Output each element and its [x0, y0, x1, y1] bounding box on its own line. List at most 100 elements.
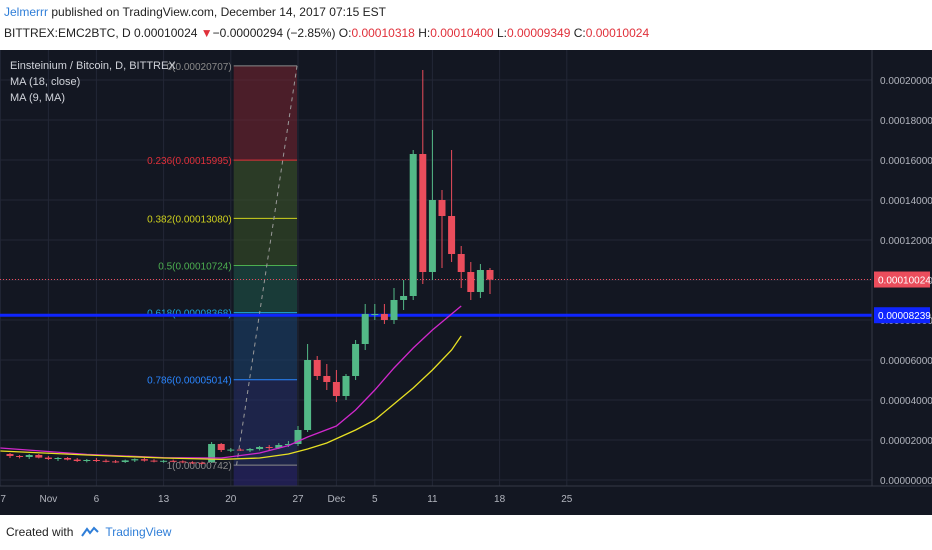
candle[interactable]: [217, 444, 225, 450]
x-tick-label: 11: [427, 494, 438, 505]
candle[interactable]: [236, 449, 244, 451]
created-with-text: Created with: [6, 525, 74, 539]
candle[interactable]: [390, 300, 398, 320]
y-tick-label: 0.00014000: [880, 196, 932, 207]
legend-ma9[interactable]: MA (9, MA): [10, 92, 66, 104]
candle[interactable]: [64, 458, 72, 460]
candle[interactable]: [208, 444, 216, 462]
candle[interactable]: [112, 461, 120, 463]
candle[interactable]: [476, 270, 484, 292]
candle[interactable]: [44, 457, 52, 459]
candle[interactable]: [361, 314, 369, 344]
candle[interactable]: [284, 444, 292, 445]
tradingview-logo-icon: [81, 526, 100, 537]
candle[interactable]: [438, 200, 446, 216]
close-label: C:: [573, 26, 586, 40]
candle[interactable]: [246, 449, 254, 451]
low-label: L:: [496, 26, 507, 40]
candle[interactable]: [313, 360, 321, 376]
candle[interactable]: [323, 376, 331, 382]
candle[interactable]: [380, 314, 388, 320]
candle[interactable]: [102, 460, 110, 462]
candle[interactable]: [73, 459, 81, 461]
footer: Created with TradingView: [0, 515, 932, 550]
high-value: 0.00010400: [430, 26, 494, 40]
candle[interactable]: [371, 314, 379, 315]
fib-trend-line[interactable]: [236, 65, 298, 466]
candle[interactable]: [160, 460, 168, 462]
candle[interactable]: [25, 455, 33, 457]
candle[interactable]: [304, 360, 312, 430]
candle[interactable]: [169, 460, 177, 462]
candle[interactable]: [428, 200, 436, 272]
candle[interactable]: [486, 270, 494, 280]
support-badge: [874, 307, 930, 324]
x-tick-label: 18: [494, 494, 506, 505]
x-tick-label: 20: [225, 494, 237, 505]
candle[interactable]: [265, 447, 273, 448]
candle[interactable]: [92, 460, 100, 461]
candle[interactable]: [6, 454, 14, 456]
candle[interactable]: [409, 154, 417, 296]
candle[interactable]: [179, 461, 187, 463]
fib-level-label: 0.382(0.00013080): [147, 214, 232, 225]
y-tick-label: 0.00000000: [880, 476, 932, 487]
candle[interactable]: [131, 459, 139, 461]
last-price-label: 0.00010024: [878, 276, 931, 287]
candle[interactable]: [467, 272, 475, 292]
fib-level-label: 0.5(0.00010724): [158, 262, 231, 273]
footer-credit: Created with TradingView: [6, 525, 171, 539]
price-chart[interactable]: 0(0.00020707) 0.236(0.00015995) 0.382(0.00…: [0, 50, 932, 515]
y-tick-label: 0.00018000: [880, 116, 932, 127]
fib-level-label: 0(0.00020707): [167, 62, 232, 73]
change-arrow-icon: ▼: [200, 26, 213, 40]
fib-level-label: 0.236(0.00015995): [147, 156, 232, 167]
y-tick-label: 0.00006000: [880, 356, 932, 367]
fib-band: [233, 465, 298, 486]
support-label: 0.00008239: [878, 311, 931, 322]
x-tick-label: 27: [292, 494, 304, 505]
change-value: −0.00000294 (−2.85%): [212, 26, 336, 40]
candle[interactable]: [150, 460, 158, 462]
x-tick-label: Nov: [40, 494, 58, 505]
fib-band: [233, 65, 298, 161]
candle[interactable]: [227, 449, 235, 451]
candle[interactable]: [342, 376, 350, 396]
last-price: 0.00010024: [134, 26, 198, 40]
candle[interactable]: [121, 460, 129, 462]
candle[interactable]: [16, 456, 24, 457]
candle[interactable]: [140, 459, 148, 461]
candle[interactable]: [400, 296, 408, 300]
candle[interactable]: [332, 382, 340, 396]
chart-header: Jelmerrr published on TradingView.com, D…: [0, 0, 932, 46]
open-value: 0.00010318: [351, 26, 415, 40]
candle[interactable]: [448, 216, 456, 254]
candle[interactable]: [275, 445, 283, 448]
fib-level-label: 1(0.00000742): [167, 461, 232, 472]
y-tick-label: 0.00012000: [880, 236, 932, 247]
x-tick-label: 6: [94, 494, 100, 505]
candle[interactable]: [294, 430, 302, 444]
x-tick-label: 25: [561, 494, 573, 505]
candle[interactable]: [188, 462, 196, 464]
x-tick-label: 13: [158, 494, 170, 505]
tradingview-link[interactable]: TradingView: [105, 525, 172, 539]
candle[interactable]: [35, 455, 43, 458]
ma9-line[interactable]: [0, 335, 462, 461]
chart-area[interactable]: 0(0.00020707) 0.236(0.00015995) 0.382(0.00…: [0, 50, 932, 515]
candle[interactable]: [54, 458, 62, 459]
candle[interactable]: [419, 154, 427, 272]
fib-band: [233, 218, 298, 266]
ma18-line[interactable]: [0, 305, 462, 459]
candle[interactable]: [457, 254, 465, 272]
candle[interactable]: [83, 460, 91, 461]
candle[interactable]: [198, 462, 206, 464]
x-tick-label: 5: [372, 494, 378, 505]
published-text: published on TradingView.com, December 1…: [51, 5, 386, 19]
candle[interactable]: [352, 344, 360, 376]
legend-ma18[interactable]: MA (18, close): [10, 76, 81, 88]
y-tick-label: 0.00020000: [880, 76, 932, 87]
candle[interactable]: [256, 447, 264, 449]
chart-legend: Einsteinium / Bitcoin, D, BITTREX MA (18…: [10, 58, 176, 106]
author-link[interactable]: Jelmerrr: [4, 5, 48, 19]
